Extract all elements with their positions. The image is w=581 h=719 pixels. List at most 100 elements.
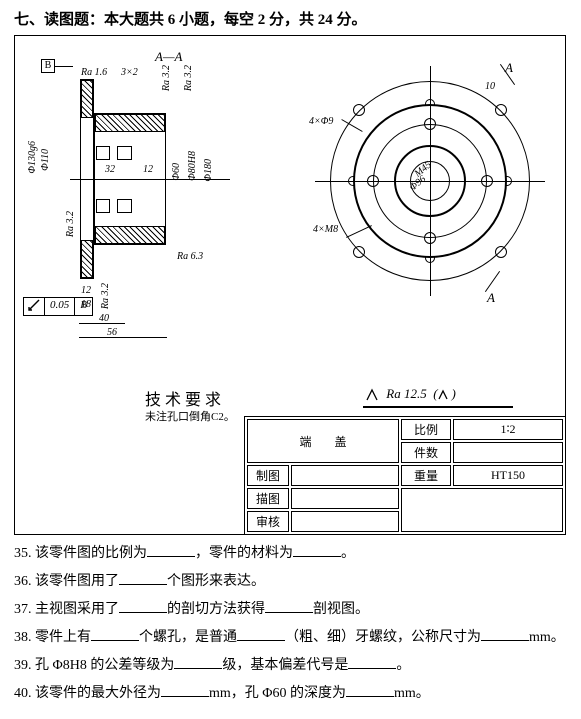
ear-mark (348, 176, 354, 186)
flange-hole (495, 246, 507, 258)
scale-label: 比例 (401, 419, 451, 440)
title-block: 端 盖 比例 1∶2 件数 制图 重量 HT150 描图 审核 (244, 416, 566, 535)
blank[interactable] (161, 683, 209, 697)
trace-label: 描图 (247, 488, 289, 509)
dia-110: Φ110 (40, 149, 51, 171)
ra-text: Ra 12.5 (386, 386, 426, 401)
q-text: mm。 (529, 630, 565, 645)
q-text: 个螺孔，是普通 (139, 630, 237, 645)
q-text: （粗、细）牙螺纹，公称尺寸为 (285, 630, 481, 645)
cut-arrow-A-bot: A (487, 290, 495, 306)
ear-mark (425, 99, 435, 105)
hatch-area (95, 114, 165, 132)
q-num: 39. (14, 658, 32, 673)
q-text: 的剖切方法获得 (167, 602, 265, 617)
qty-label: 件数 (401, 442, 451, 463)
q-text: 该零件的最大外径为 (32, 686, 162, 701)
weight-label: 重量 (401, 465, 451, 486)
trace-value (291, 488, 399, 509)
ra-label: Ra 3.2 (183, 65, 194, 91)
dim-18: 18 (81, 299, 91, 310)
q-text: 主视图采用了 (32, 602, 120, 617)
scale-value: 1∶2 (453, 419, 563, 440)
q-num: 40. (14, 686, 32, 701)
slot (96, 199, 110, 213)
ra-63: Ra 6.3 (177, 251, 203, 262)
blank[interactable] (265, 599, 313, 613)
gtol-value: 0.05 (45, 298, 75, 315)
blank[interactable] (174, 655, 222, 669)
check-label: 审核 (247, 511, 289, 532)
ra-label: Ra 3.2 (161, 65, 172, 91)
leader-line (55, 66, 73, 67)
dim-3x2: 3×2 (121, 67, 138, 78)
q-num: 38. (14, 630, 32, 645)
right-front-view: 4×Φ9 4×M8 M45 Φ96 10 A A (315, 66, 545, 296)
part-name-cell: 端 盖 (247, 419, 399, 463)
tech-req-title: 技 术 要 求 (145, 386, 221, 410)
flange-hole (353, 246, 365, 258)
q-text: 零件上有 (32, 630, 92, 645)
blank[interactable] (119, 599, 167, 613)
dimline (79, 323, 125, 324)
note-4xm8: 4×M8 (313, 224, 338, 235)
question-38: 38. 零件上有 个螺孔，是普通 （粗、细）牙螺纹，公称尺寸为 mm。 (14, 627, 567, 648)
flange-hole (495, 104, 507, 116)
ra-underline (363, 406, 513, 408)
section-header: 七、读图题：本大题共 6 小题，每空 2 分，共 24 分。 (14, 8, 567, 29)
blank[interactable] (293, 543, 341, 557)
dim-12b: 12 (81, 285, 91, 296)
qty-value (453, 442, 563, 463)
drawn-label: 制图 (247, 465, 289, 486)
hatch-area (81, 240, 93, 278)
ra-label: Ra 3.2 (65, 211, 76, 237)
q-text: 级，基本偏差代号是 (222, 658, 348, 673)
dia-80h8: Φ80H8 (187, 151, 198, 181)
q-num: 37. (14, 602, 32, 617)
ra-label: Ra 3.2 (100, 283, 111, 309)
slot (117, 146, 132, 160)
dia-60: Φ60 (171, 163, 182, 181)
flange-hole (353, 104, 365, 116)
note-4xphi9: 4×Φ9 (309, 116, 333, 127)
material: HT150 (453, 465, 563, 486)
drawn-value (291, 465, 399, 486)
q-text: ，零件的材料为 (195, 546, 293, 561)
question-37: 37. 主视图采用了 的剖切方法获得 剖视图。 (14, 599, 567, 620)
blank[interactable] (147, 543, 195, 557)
hatch-area (81, 80, 93, 118)
dimline (79, 337, 167, 338)
drawing-frame: A—A B Ra 1.6 3×2 Ra 3.2 Ra 3.2 32 12 Φ13… (14, 35, 566, 535)
arrow-line (485, 271, 500, 292)
datum-box: B (41, 59, 55, 73)
q-text: 孔 Φ8H8 的公差等级为 (32, 658, 175, 673)
dim-32: 32 (105, 164, 115, 175)
question-36: 36. 该零件图用了个图形来表达。 (14, 571, 567, 592)
gtol-symbol (24, 298, 45, 315)
global-surface-finish: Ra 12.5 () (365, 386, 456, 404)
q-text: 个图形来表达。 (167, 574, 265, 589)
left-section-view: A—A B Ra 1.6 3×2 Ra 3.2 Ra 3.2 32 12 Φ13… (45, 71, 265, 331)
dim-12: 12 (143, 164, 153, 175)
q-num: 35. (14, 546, 32, 561)
blank[interactable] (481, 627, 529, 641)
blank[interactable] (119, 571, 167, 585)
q-text: mm，孔 Φ60 的深度为 (209, 686, 346, 701)
bolt-hole (424, 118, 436, 130)
q-text: mm。 (394, 686, 430, 701)
ra-label: Ra 1.6 (81, 67, 107, 78)
tech-req-note: 未注孔口倒角C2。 (145, 408, 235, 424)
blank[interactable] (348, 655, 396, 669)
q-text: 该零件图用了 (32, 574, 120, 589)
q-text: 。 (396, 658, 410, 673)
question-35: 35. 该零件图的比例为，零件的材料为。 (14, 543, 567, 564)
bolt-hole (367, 175, 379, 187)
dim-10: 10 (485, 81, 495, 92)
blank[interactable] (91, 627, 139, 641)
q-text: 剖视图。 (313, 602, 369, 617)
q-text: 该零件图的比例为 (32, 546, 148, 561)
blank[interactable] (237, 627, 285, 641)
slot (96, 146, 110, 160)
blank[interactable] (346, 683, 394, 697)
bolt-hole (424, 232, 436, 244)
